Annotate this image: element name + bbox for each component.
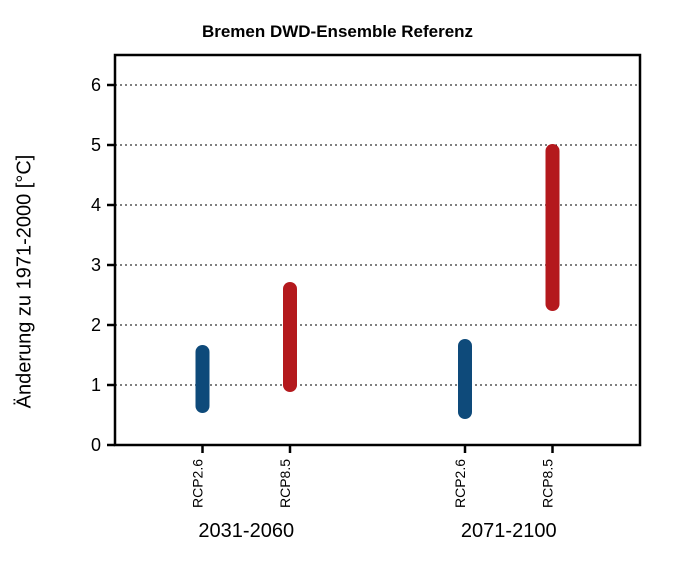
y-tick-label: 1	[91, 375, 101, 395]
y-tick-label: 4	[91, 195, 101, 215]
y-tick-label: 6	[91, 75, 101, 95]
chart-container: Bremen DWD-Ensemble Referenz Änderung zu…	[0, 0, 675, 563]
y-tick-label: 5	[91, 135, 101, 155]
x-tick-label: RCP2.6	[190, 459, 206, 508]
x-tick-label: RCP8.5	[277, 459, 293, 508]
x-group-label: 2071-2100	[461, 520, 557, 542]
plot-frame	[115, 55, 640, 445]
x-tick-label: RCP2.6	[452, 459, 468, 508]
x-group-label: 2031-2060	[198, 520, 294, 542]
y-tick-label: 2	[91, 315, 101, 335]
y-tick-label: 3	[91, 255, 101, 275]
y-tick-label: 0	[91, 435, 101, 455]
x-tick-label: RCP8.5	[540, 459, 556, 508]
chart-svg: 0 1 2 3 4 5 6 RCP2.6 RCP8.5 RCP2.6 RCP8.5 2031-2060…	[0, 0, 675, 563]
